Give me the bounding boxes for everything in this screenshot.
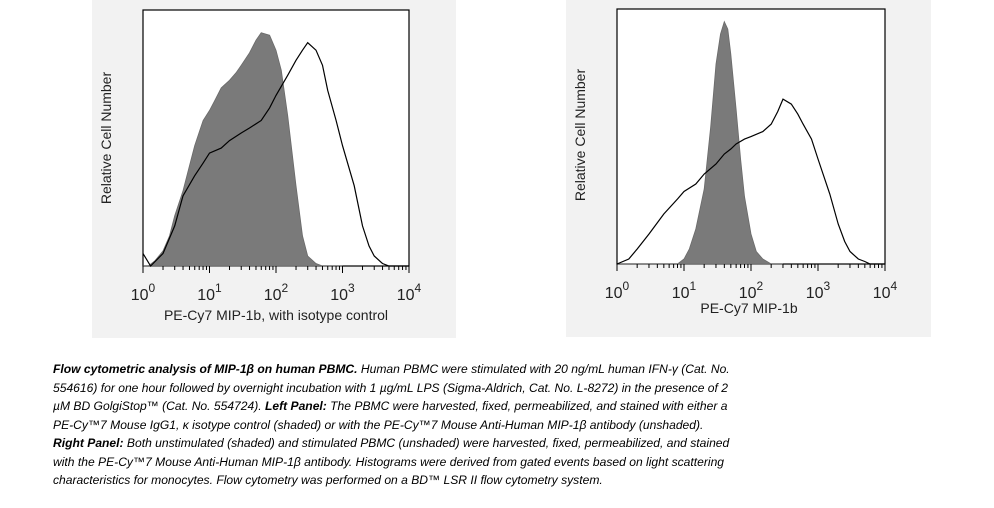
caption-line-5: Right Panel: Both unstimulated (shaded) … <box>53 436 730 450</box>
right-x-tick-label: 104 <box>873 279 898 302</box>
caption-line-3: µM BD GolgiStop™ (Cat. No. 554724). Left… <box>53 399 728 413</box>
left-y-axis-label: Relative Cell Number <box>98 72 114 205</box>
right-series-group <box>616 20 885 265</box>
left-x-tick-label: 101 <box>197 281 222 304</box>
left-x-tick-label: 100 <box>131 281 156 304</box>
left-series-group <box>142 32 409 267</box>
caption-title: Flow cytometric analysis of MIP-1β on hu… <box>53 362 358 376</box>
left-x-tick-label: 104 <box>397 281 422 304</box>
right-x-axis-label: PE-Cy7 MIP-1b <box>700 300 797 316</box>
right-histogram: 100 101 102 103 104 PE-Cy7 MIP-1b Relative C… <box>572 8 898 316</box>
left-x-axis-label: PE-Cy7 MIP-1b, with isotype control <box>164 307 388 323</box>
caption-line-1: Flow cytometric analysis of MIP-1β on hu… <box>53 360 853 379</box>
right-x-ticks <box>616 264 886 271</box>
right-series-shaded <box>617 20 783 265</box>
right-x-tick-label: 102 <box>739 279 764 302</box>
caption-line-2: 554616) for one hour followed by overnig… <box>53 380 728 395</box>
left-histogram: 100 101 102 103 104 PE-Cy7 MIP-1b, with isot… <box>98 9 422 323</box>
right-series-unshaded <box>616 98 885 265</box>
caption-left-panel-label: Left Panel: <box>264 399 327 413</box>
caption-line-4: PE-Cy™7 Mouse IgG1, κ isotype control (s… <box>53 417 704 432</box>
right-x-tick-label: 103 <box>806 279 831 302</box>
left-x-ticks <box>142 266 410 273</box>
caption-right-panel-label: Right Panel: <box>53 436 124 450</box>
right-x-tick-label: 101 <box>672 279 697 302</box>
right-y-axis-label: Relative Cell Number <box>572 69 588 202</box>
left-x-tick-labels: 100 101 102 103 104 <box>131 281 422 304</box>
left-series-unshaded <box>142 41 409 267</box>
right-x-tick-label: 100 <box>605 279 630 302</box>
right-x-tick-labels: 100 101 102 103 104 <box>605 279 898 302</box>
histogram-charts: 100 101 102 103 104 PE-Cy7 MIP-1b, with isot… <box>98 8 898 323</box>
figure-caption: Flow cytometric analysis of MIP-1β on hu… <box>53 360 853 490</box>
caption-line-1-rest: Human PBMC were stimulated with 20 ng/mL… <box>357 362 730 376</box>
left-series-shaded <box>143 32 343 267</box>
left-x-tick-label: 102 <box>264 281 289 304</box>
caption-line-6: with the PE-Cy™7 Mouse Anti-Human MIP-1β… <box>53 454 725 469</box>
left-x-tick-label: 103 <box>330 281 355 304</box>
caption-line-7: characteristics for monocytes. Flow cyto… <box>53 473 603 487</box>
